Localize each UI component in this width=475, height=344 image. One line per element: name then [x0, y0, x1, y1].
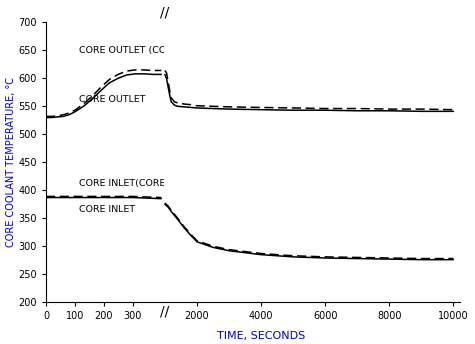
Y-axis label: CORE COOLANT TEMPERATURE, °C: CORE COOLANT TEMPERATURE, °C [6, 77, 16, 247]
Text: CORE OUTLET (CORE RADIAL -30%): CORE OUTLET (CORE RADIAL -30%) [79, 46, 247, 55]
Text: CORE INLET: CORE INLET [79, 205, 135, 214]
Text: TIME, SECONDS: TIME, SECONDS [217, 331, 305, 341]
Text: CORE OUTLET: CORE OUTLET [79, 95, 146, 104]
Text: CORE INLET(CORE RADIAL -30%): CORE INLET(CORE RADIAL -30%) [79, 179, 234, 188]
Text: //: // [160, 6, 169, 20]
Text: //: // [160, 305, 169, 319]
